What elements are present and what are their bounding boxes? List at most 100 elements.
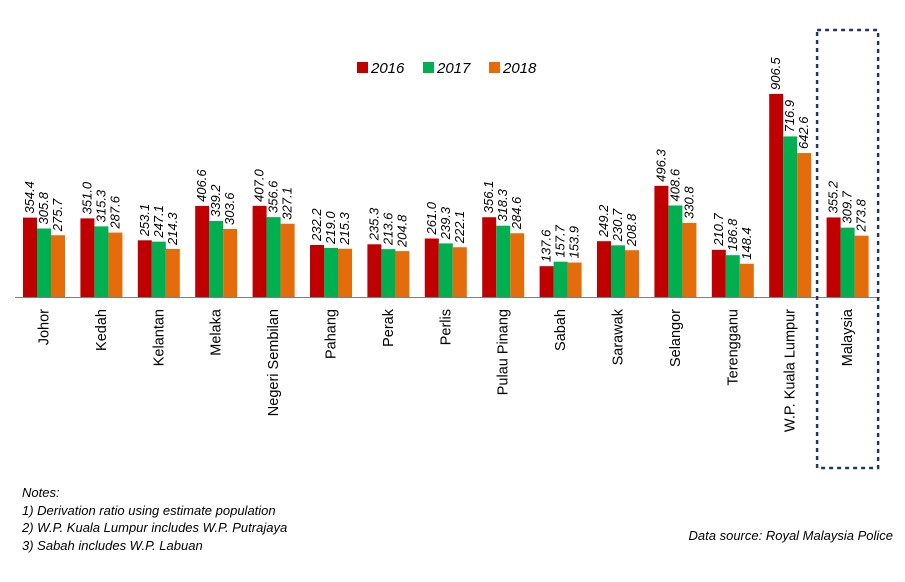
value-label-melaka-2017: 339.2 — [208, 184, 223, 217]
value-label-melaka-2018: 303.6 — [222, 192, 237, 225]
bar-negeri-sembilan-2018 — [280, 223, 295, 297]
bar-w-p-kuala-lumpur-2016 — [769, 93, 784, 297]
value-label-sabah-2018: 153.9 — [567, 226, 582, 259]
value-label-terengganu-2017: 186.8 — [725, 218, 740, 251]
value-label-sabah-2017: 157.7 — [553, 224, 568, 257]
bar-malaysia-2016 — [826, 217, 841, 297]
category-label-terengganu: Terengganu — [725, 309, 741, 386]
value-label-terengganu-2016: 210.7 — [711, 213, 726, 247]
value-label-sarawak-2016: 249.2 — [596, 204, 611, 238]
category-label-selangor: Selangor — [668, 309, 684, 367]
bar-perak-2018 — [395, 251, 410, 297]
data-source: Data source: Royal Malaysia Police — [688, 528, 893, 543]
bar-w-p-kuala-lumpur-2017 — [783, 136, 798, 297]
bar-melaka-2016 — [195, 205, 210, 297]
chart-bars — [23, 93, 869, 297]
value-label-kedah-2018: 287.6 — [107, 195, 122, 229]
value-label-perlis-2018: 222.1 — [452, 211, 467, 245]
bar-w-p-kuala-lumpur-2018 — [797, 153, 812, 297]
value-label-malaysia-2018: 273.8 — [854, 198, 869, 232]
bar-sarawak-2018 — [625, 250, 639, 297]
category-label-johor: Johor — [37, 309, 53, 345]
category-label-sabah: Sabah — [553, 309, 569, 351]
value-label-malaysia-2016: 355.2 — [826, 180, 841, 213]
value-label-melaka-2016: 406.6 — [194, 169, 209, 202]
chart-category-labels: Johor Kedah Kelantan Melaka Negeri Sembilan P… — [37, 308, 857, 432]
bar-perlis-2017 — [438, 243, 453, 297]
legend-swatch-2017 — [423, 62, 434, 73]
bar-perlis-2016 — [424, 238, 439, 297]
category-label-pulau-pinang: Pulau Pinang — [496, 309, 512, 395]
bar-pahang-2017 — [324, 247, 338, 297]
bar-negeri-sembilan-2016 — [252, 205, 267, 297]
value-label-kedah-2017: 315.3 — [93, 189, 108, 222]
value-label-pahang-2016: 232.2 — [309, 208, 324, 242]
category-label-sarawak: Sarawak — [611, 308, 627, 365]
bar-melaka-2017 — [209, 221, 224, 297]
note-item-2: 2) W.P. Kuala Lumpur includes W.P. Putra… — [22, 520, 288, 535]
bar-johor-2018 — [51, 235, 65, 297]
value-label-perlis-2017: 239.3 — [438, 206, 453, 240]
value-label-selangor-2018: 330.8 — [681, 186, 696, 219]
bar-kelantan-2016 — [137, 240, 152, 297]
value-label-pulau-pinang-2017: 318.3 — [495, 188, 510, 221]
legend-label-2017: 2017 — [436, 60, 471, 77]
value-label-perlis-2016: 261.0 — [424, 201, 439, 235]
legend-label-2018: 2018 — [502, 60, 537, 77]
bar-pulau-pinang-2016 — [482, 217, 497, 297]
bar-johor-2017 — [37, 228, 51, 297]
value-label-negeri-sembilan-2018: 327.1 — [280, 187, 295, 220]
value-label-negeri-sembilan-2016: 407.0 — [252, 169, 267, 202]
category-label-perak: Perak — [381, 308, 397, 347]
chart-legend: 2016 2017 2018 — [357, 60, 537, 77]
legend-swatch-2016 — [357, 62, 368, 73]
bar-kelantan-2018 — [165, 248, 180, 297]
category-label-w-p-kuala-lumpur: W.P. Kuala Lumpur — [783, 309, 799, 432]
value-label-kelantan-2017: 247.1 — [151, 205, 166, 239]
value-label-terengganu-2018: 148.4 — [739, 227, 754, 260]
notes-heading: Notes: — [22, 485, 60, 500]
bar-selangor-2016 — [654, 185, 669, 297]
value-label-selangor-2016: 496.3 — [653, 149, 668, 182]
bar-sarawak-2017 — [611, 245, 625, 297]
bar-pulau-pinang-2017 — [496, 225, 511, 297]
value-label-negeri-sembilan-2017: 356.6 — [266, 180, 281, 213]
bar-perlis-2018 — [452, 247, 467, 297]
value-label-kedah-2016: 351.0 — [79, 181, 94, 214]
value-label-pahang-2018: 215.3 — [337, 211, 352, 245]
value-label-sarawak-2017: 230.7 — [610, 208, 625, 242]
bar-sarawak-2016 — [597, 241, 611, 297]
value-label-w-p-kuala-lumpur-2018: 642.6 — [796, 116, 811, 149]
notes-block: Notes: 1) Derivation ratio using estimat… — [22, 484, 287, 554]
legend-swatch-2018 — [489, 62, 500, 73]
value-label-malaysia-2017: 309.7 — [840, 190, 855, 223]
bar-pahang-2016 — [310, 244, 324, 297]
value-label-johor-2018: 275.7 — [50, 198, 65, 232]
legend-label-2016: 2016 — [370, 60, 405, 77]
malaysia-highlight-box — [815, 28, 880, 470]
value-label-pahang-2017: 219.0 — [323, 211, 338, 245]
category-label-kedah: Kedah — [94, 309, 110, 351]
category-label-pahang: Pahang — [324, 309, 340, 359]
bar-sabah-2017 — [553, 261, 568, 297]
bar-kelantan-2017 — [151, 241, 166, 297]
bar-malaysia-2018 — [854, 235, 869, 297]
value-label-pulau-pinang-2016: 356.1 — [481, 181, 496, 214]
bar-pulau-pinang-2018 — [510, 233, 525, 297]
chart-value-labels: 354.4 305.8 275.7 351.0 315.3 287.6 253.1 247.1… — [22, 57, 869, 263]
bar-kedah-2018 — [108, 232, 123, 297]
value-label-pulau-pinang-2018: 284.6 — [509, 196, 524, 230]
bar-perak-2016 — [367, 244, 382, 297]
bar-perak-2017 — [381, 249, 396, 297]
bar-kedah-2016 — [80, 218, 95, 297]
value-label-johor-2017: 305.8 — [36, 191, 51, 224]
bar-pahang-2018 — [338, 248, 352, 297]
bar-selangor-2018 — [682, 222, 697, 297]
value-label-perak-2018: 204.8 — [394, 214, 409, 248]
bar-selangor-2017 — [668, 205, 683, 297]
bar-negeri-sembilan-2017 — [266, 217, 281, 297]
value-label-selangor-2017: 408.6 — [667, 168, 682, 201]
value-label-w-p-kuala-lumpur-2017: 716.9 — [782, 100, 797, 133]
value-label-w-p-kuala-lumpur-2016: 906.5 — [768, 57, 783, 90]
